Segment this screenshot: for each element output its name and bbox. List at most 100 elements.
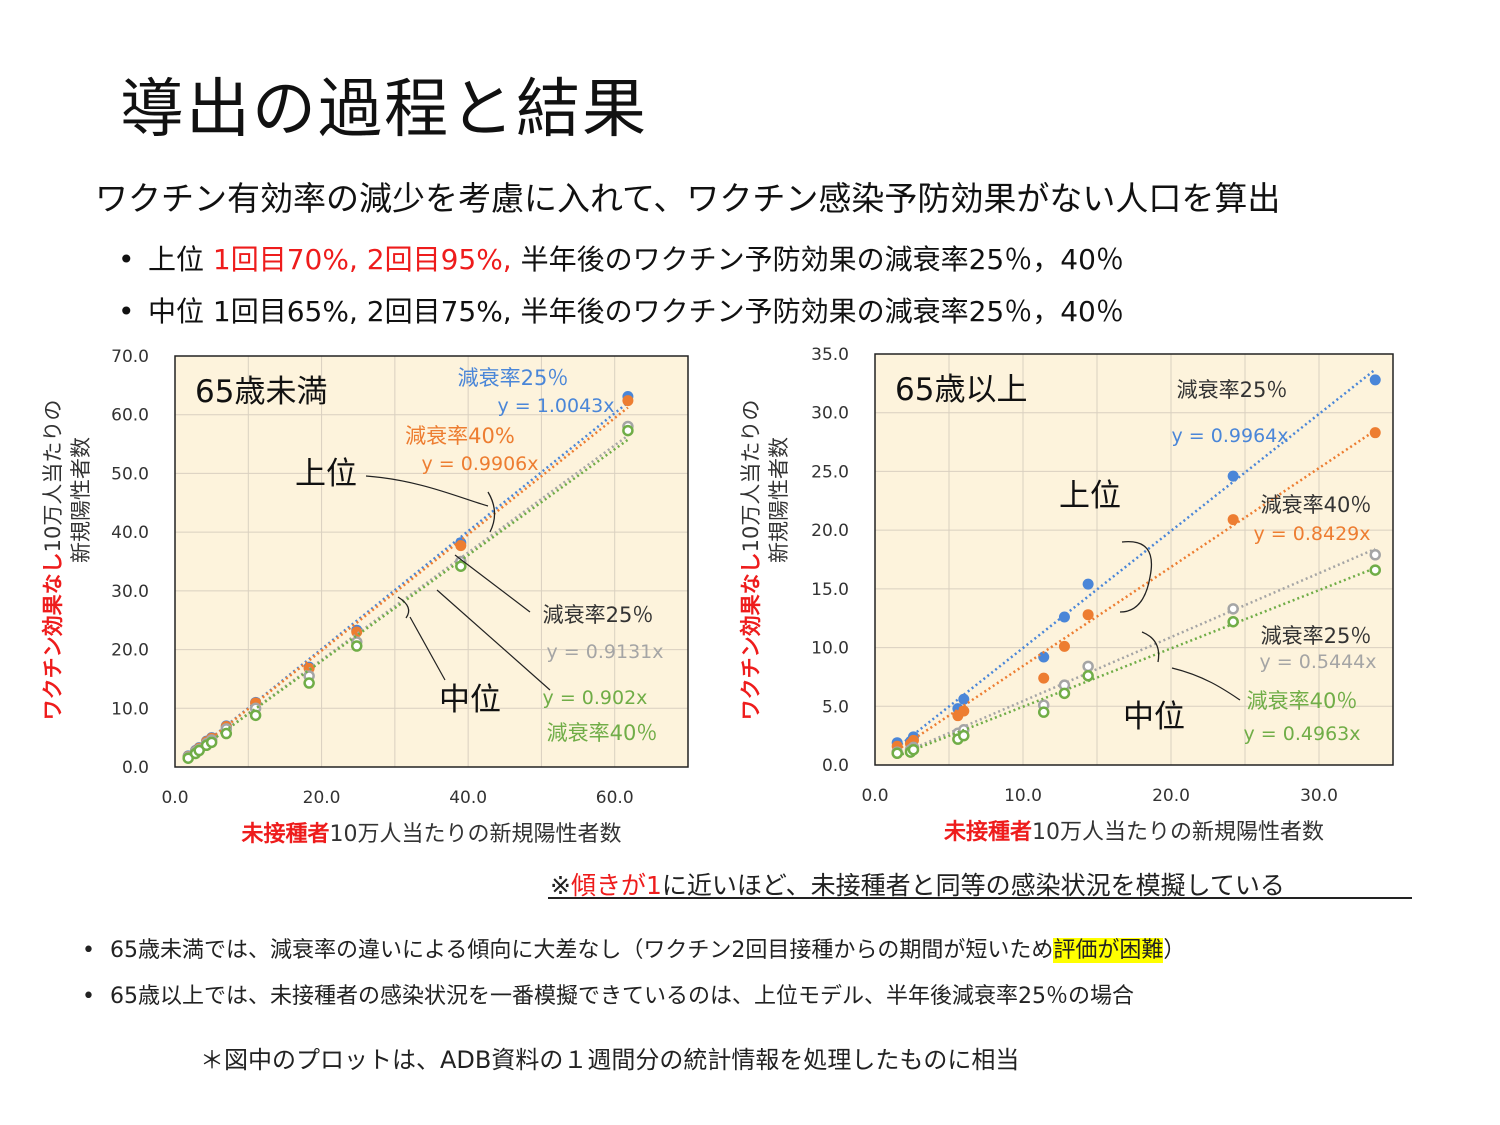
conclusion-under-65: • 65歳未満では、減衰率の違いによる傾向に大差なし（ワクチン2回目接種からの期間… [82,932,1185,964]
slope-note: ※傾きが1に近いほど、未接種者と同等の感染状況を模擬している [550,866,1285,902]
bullet-lead: 中位 [148,295,213,328]
bullet-dot: • [82,938,95,963]
data-point-blue [1369,374,1381,386]
y-axis-label-rest: 10万人当たりの [41,400,65,553]
bullet-lead: 上位 [148,243,213,276]
trendline-equation: y = 0.9131x [547,641,664,663]
trendline-blue [187,401,629,758]
data-point-green [193,744,205,757]
bracket-upper [1119,540,1153,613]
data-point-orange [1369,427,1381,439]
footnote: ＊図中のプロットは、ADB資料の１週間分の統計情報を処理したものに相当 [200,1046,1020,1074]
data-point-green [622,424,634,437]
y-tick-label: 0.0 [122,758,149,778]
bullet-dot: • [82,984,95,1009]
data-point-orange [1227,514,1239,526]
bullet-rest: 半年後のワクチン予防効果の減衰率25％，40％ [511,243,1124,276]
data-point-green [1369,564,1381,576]
y-tick-label: 25.0 [811,462,849,482]
bullet-middle-model: • 中位 1回目65%, 2回目75%, 半年後のワクチン予防効果の減衰率25％，… [118,290,1124,330]
y-axis-label: ワクチン効果なし10万人当たりの [739,400,763,721]
data-point-orange [1082,609,1094,621]
trendline-orange [896,429,1376,752]
data-point-gray [1082,660,1094,673]
bracket-middle [1141,631,1160,663]
trendline-equation: y = 0.5444x [1260,651,1377,673]
annotation-label: 減衰率25％ [543,603,654,627]
note-mark: ※ [550,871,571,900]
data-point-green [1227,615,1239,628]
bullet-rest: 1回目65%, 2回目75%, 半年後のワクチン予防効果の減衰率25％，40％ [212,295,1124,328]
trendline-green [187,438,629,759]
x-axis-label-rest: 10万人当たりの新規陽性者数 [1032,820,1324,845]
annotation-label: 減衰率40％ [547,721,658,745]
data-point-green [1037,706,1050,718]
x-axis-label: 未接種者10万人当たりの新規陽性者数 [944,820,1324,845]
y-tick-label: 10.0 [811,639,849,659]
data-point-orange [1038,672,1050,684]
x-tick-label: 10.0 [1004,786,1042,806]
data-point-orange [455,540,467,552]
conclusion-over-65: • 65歳以上では、未接種者の感染状況を一番模擬できているのは、上位モデル、半年後… [82,978,1134,1010]
data-point-blue [1058,611,1070,623]
data-point-gray [1227,603,1239,615]
y-tick-label: 30.0 [111,582,149,602]
x-tick-label: 20.0 [303,788,341,808]
leader-upper [365,475,489,507]
annotation-label: 減衰率25％ [458,366,569,390]
y-axis-label-red: ワクチン効果なし [41,552,65,720]
slide-title: 導出の過程と結果 [120,73,648,147]
bracket-upper [487,491,496,533]
bracket-middle [397,596,410,619]
x-tick-label: 40.0 [449,788,487,808]
data-point-blue [958,693,970,705]
leader-gray [454,554,531,613]
data-point-green [303,677,315,689]
x-axis-label: 未接種者10万人当たりの新規陽性者数 [241,822,621,847]
data-point-green [907,743,920,756]
x-axis-label-rest: 10万人当たりの新規陽性者数 [330,822,622,847]
trendline-equation: y = 0.8429x [1254,523,1371,545]
data-point-orange [958,705,970,717]
trendline-orange [187,406,629,758]
plot-border [174,355,689,768]
conclusion-tail: ） [1163,938,1186,963]
bullet-dot: • [118,243,135,276]
chart-over-65: 0.0 5.0 10.0 15.0 20.0 25.0 30.0 35.0 0.0 10.0 20.… [739,345,1394,845]
leader-green [1171,667,1241,701]
data-point-blue [1082,578,1094,590]
data-point-orange [622,395,634,407]
y-tick-label: 0.0 [822,756,849,776]
annotation-upper: 上位 [1059,478,1121,514]
trendline-equation: y = 0.902x [543,687,648,709]
trendline-equation: y = 0.4963x [1244,723,1361,745]
y-tick-label: 70.0 [111,347,149,367]
data-point-green [205,736,218,749]
data-point-blue [1227,470,1239,482]
y-tick-label: 5.0 [822,697,849,717]
x-tick-label: 30.0 [1300,786,1338,806]
bullet-upper-model: • 上位 1回目70%, 2回目95%, 半年後のワクチン予防効果の減衰率25％，… [118,238,1124,278]
y-tick-label: 60.0 [111,406,149,426]
annotation-label: 減衰率25％ [1177,378,1288,402]
annotation-label: 減衰率40％ [1247,689,1358,713]
trendline-equation: y = 0.9964x [1172,425,1289,447]
y-axis-label-rest: 10万人当たりの [739,400,763,553]
note-underline [548,897,1412,899]
data-point-green [350,640,363,652]
y-tick-label: 50.0 [111,464,149,484]
y-tick-label: 20.0 [111,641,149,661]
conclusion-highlight: 評価が困難 [1053,938,1164,963]
annotation-label: 減衰率25％ [1261,624,1372,648]
conclusion-text: 65歳未満では、減衰率の違いによる傾向に大差なし（ワクチン2回目接種からの期間が… [110,938,1054,963]
data-point-green [455,560,467,572]
y-tick-label: 35.0 [811,345,849,365]
y-axis-label-line2: 新規陽性者数 [69,437,93,563]
annotation-middle: 中位 [439,682,501,718]
plot-border [874,353,1394,766]
y-tick-label: 30.0 [811,404,849,424]
data-point-green [249,709,262,722]
y-tick-label: 40.0 [111,523,149,543]
chart-title: 65歳未満 [195,374,327,410]
